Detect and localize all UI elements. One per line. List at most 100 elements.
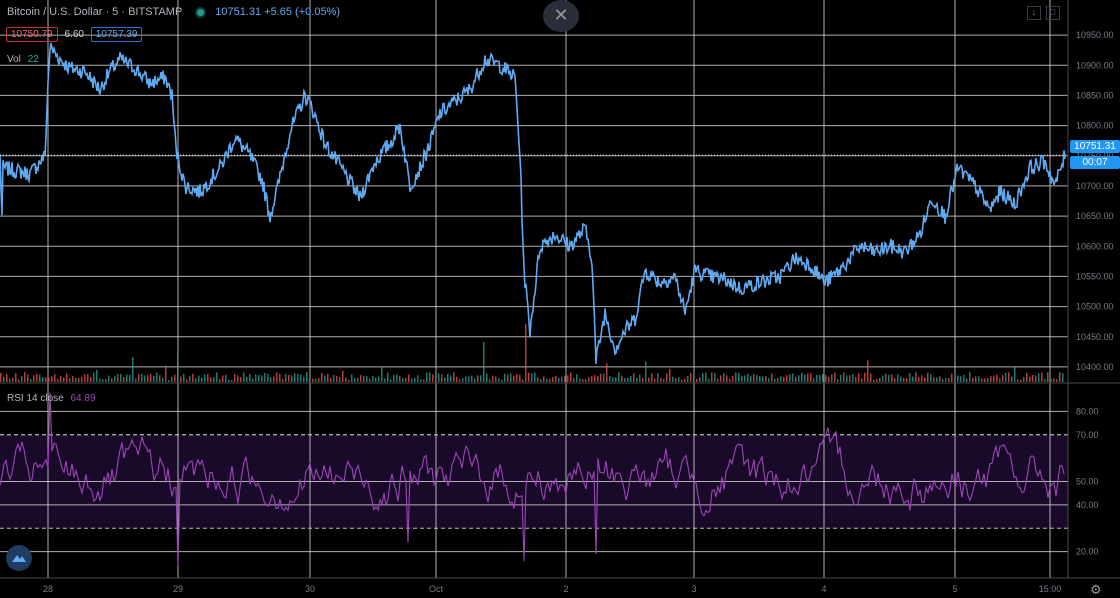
volume-bar — [129, 374, 131, 382]
volume-bar — [147, 374, 149, 382]
volume-bar — [819, 374, 821, 382]
price-tick-label: 10900.00 — [1076, 60, 1114, 70]
volume-bar — [615, 377, 617, 382]
tradingview-logo-icon[interactable] — [6, 545, 32, 571]
price-tick-label: 10650.00 — [1076, 211, 1114, 221]
volume-bar — [468, 376, 470, 382]
ask-price[interactable]: 10757.39 — [90, 27, 143, 42]
volume-bar — [777, 377, 779, 382]
volume-bar — [285, 373, 287, 382]
volume-bar — [1029, 376, 1031, 382]
volume-bar — [942, 379, 944, 382]
time-tick-label: 5 — [952, 584, 957, 594]
volume-bar — [639, 374, 641, 382]
volume-bar — [198, 375, 200, 382]
volume-bar — [381, 366, 383, 382]
volume-bar — [633, 373, 635, 382]
exchange: BITSTAMP — [128, 6, 183, 18]
volume-bar — [1053, 378, 1055, 382]
volume-legend[interactable]: Vol 22 — [7, 54, 39, 65]
volume-bar — [630, 375, 632, 382]
volume-bar — [219, 379, 221, 382]
volume-bar — [132, 357, 134, 382]
volume-bar — [246, 376, 248, 382]
countdown-label: 00:07 — [1070, 156, 1120, 169]
volume-bar — [6, 373, 8, 382]
volume-bar — [60, 375, 62, 382]
fullscreen-icon[interactable]: □ — [1045, 6, 1060, 20]
volume-bar — [291, 375, 293, 382]
volume-bar — [1017, 379, 1019, 382]
volume-bar — [141, 374, 143, 382]
interval[interactable]: 5 — [112, 6, 119, 18]
download-icon[interactable]: ↓ — [1027, 6, 1041, 20]
volume-bar — [543, 376, 545, 382]
volume-bar — [894, 378, 896, 382]
volume-bar — [672, 376, 674, 382]
volume-bar — [387, 372, 389, 382]
volume-bar — [987, 378, 989, 382]
volume-bar — [963, 374, 965, 382]
volume-bar — [558, 377, 560, 382]
volume-bar — [498, 378, 500, 382]
volume-bar — [273, 376, 275, 382]
volume-bar — [486, 373, 488, 382]
volume-bar — [339, 376, 341, 382]
volume-bar — [135, 378, 137, 382]
volume-bar — [843, 372, 845, 382]
rsi-line — [0, 392, 1065, 566]
volume-bar — [276, 372, 278, 382]
symbol-name[interactable]: Bitcoin / U.S. Dollar — [7, 6, 103, 18]
volume-bar — [855, 376, 857, 382]
time-tick-label: 29 — [173, 584, 183, 594]
volume-bar — [528, 372, 530, 382]
volume-bar — [612, 377, 614, 382]
volume-bar — [9, 378, 11, 382]
gear-icon[interactable]: ⚙ — [1090, 582, 1102, 597]
volume-bar — [915, 372, 917, 382]
volume-bar — [324, 375, 326, 382]
rsi-legend[interactable]: RSI 14 close 64.89 — [7, 393, 96, 404]
volume-bar — [39, 374, 41, 382]
volume-bar — [108, 375, 110, 382]
volume-bar — [567, 375, 569, 382]
last-price-label: 10751.31 — [1070, 140, 1120, 153]
volume-bar — [81, 376, 83, 382]
volume-bar — [771, 373, 773, 382]
bid-price[interactable]: 10750.79 — [6, 27, 58, 42]
volume-bar — [471, 375, 473, 382]
volume-bar — [195, 378, 197, 382]
volume-bar — [138, 374, 140, 382]
volume-bar — [897, 374, 899, 382]
volume-bar — [420, 379, 422, 382]
volume-bar — [609, 376, 611, 382]
volume-bar — [453, 372, 455, 382]
price-line — [0, 42, 1066, 364]
volume-bar — [519, 374, 521, 382]
volume-bar — [408, 374, 410, 382]
volume-bar — [159, 375, 161, 382]
volume-bar — [1056, 379, 1058, 382]
volume-bar — [555, 375, 557, 382]
volume-bar — [765, 375, 767, 382]
volume-bar — [918, 376, 920, 382]
close-icon[interactable]: ✕ — [543, 0, 579, 32]
volume-bar — [348, 379, 350, 382]
rsi-value: 64.89 — [70, 393, 96, 404]
volume-bar — [564, 376, 566, 382]
volume-bar — [477, 375, 479, 382]
volume-bar — [390, 379, 392, 382]
volume-bar — [144, 375, 146, 382]
price-tick-label: 10600.00 — [1076, 241, 1114, 251]
volume-bar — [921, 375, 923, 382]
volume-bar — [822, 374, 824, 382]
volume-bar — [426, 372, 428, 382]
volume-bar — [279, 373, 281, 382]
volume-bar — [42, 377, 44, 382]
volume-bar — [1038, 373, 1040, 382]
volume-bar — [3, 376, 5, 382]
volume-bar — [441, 374, 443, 382]
volume-bar — [954, 379, 956, 382]
volume-bar — [588, 377, 590, 382]
